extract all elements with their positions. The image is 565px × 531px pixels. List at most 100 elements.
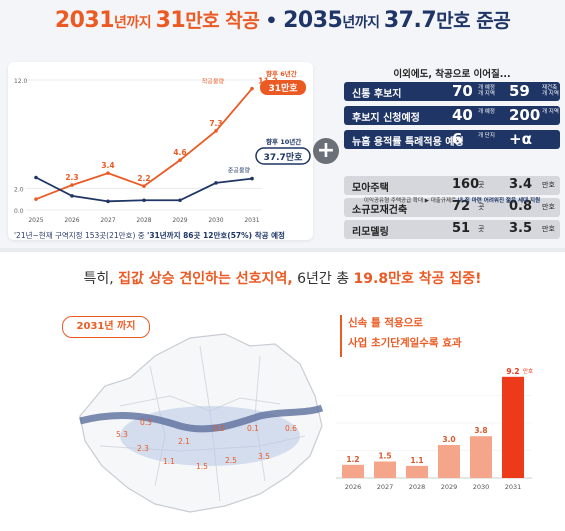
bar-category-label: 2030 [473, 483, 490, 491]
series-point [34, 197, 38, 201]
plus-icon: + [313, 138, 339, 164]
series-point [70, 194, 74, 198]
row-v2: 3.4 [509, 177, 533, 192]
series-point [178, 158, 182, 162]
data-row: 리모델링 51 곳 3.5 만호 [344, 220, 560, 239]
bar-value-label: 9.2 [506, 367, 519, 376]
bar [438, 445, 460, 478]
row-lab: 뉴홈 용적률 특례적용 예정 [352, 137, 464, 148]
series-name-1: 준공물량 [228, 168, 251, 175]
map-label: 0.3 [140, 418, 152, 427]
map-label: 0.1 [247, 424, 259, 433]
han-river [79, 404, 324, 433]
x-tick-label: 2029 [172, 217, 187, 224]
h2-d: 19.8만호 착공 집중! [353, 271, 482, 287]
headline-comp-value: 37.7 [383, 8, 437, 33]
x-tick-label: 2028 [136, 217, 151, 224]
headline: 2031년까지 31만호 착공 • 2035년까지 37.7만호 준공 [0, 6, 565, 33]
row-u1: 곳 [478, 181, 485, 189]
row-u2: 만호 [542, 203, 555, 211]
right-panel-header: 이외에도, 착공으로 이어질... [393, 69, 511, 80]
x-tick-label: 2031 [244, 217, 259, 224]
row-lab: 신통 후보지 [352, 89, 402, 100]
row-v2: 59 [509, 82, 530, 100]
row-v2: +α [509, 130, 532, 148]
series-name-0: 착공물량 [202, 78, 225, 86]
bar-chart: 1.2 2026 1.5 2027 1.1 2028 3.0 2029 3.8 2030 9.2 20… [336, 367, 533, 491]
x-tick-label: 2025 [28, 217, 43, 224]
series-point [214, 181, 218, 185]
series-point [214, 129, 218, 133]
data-row: 모아주택 160 곳 3.4 만호 [344, 176, 560, 195]
map-label: 1.1 [163, 457, 175, 466]
headline-start-value: 31 [155, 8, 186, 33]
map-tag: 2031년 까지 [62, 316, 150, 338]
row-u1: 개 예정 [478, 109, 495, 115]
series-point [250, 86, 254, 91]
annotation-line1: 신속 틀 적용으로 [348, 317, 423, 329]
h2-c: 6년간 총 [292, 271, 354, 287]
row-lab: 소규모재건축 [352, 205, 408, 216]
y-tick-label: 2.0 [14, 186, 24, 193]
row-v2: 3.5 [509, 221, 533, 236]
right-panel-note: 이익공유형 주택공급 확대 ▶ 대출규제로 내 집 마련 어려워진 젊은 세대 … [344, 196, 560, 204]
bar-value-label: 1.1 [410, 456, 423, 465]
row-u1: 개 예정 개 지역 [478, 85, 495, 97]
top-panel: 2031년까지 31만호 착공 • 2035년까지 37.7만호 준공 0.0 2… [0, 0, 565, 248]
callout-comp-label: 향후 10년간 [266, 137, 301, 146]
row-v2: 200 [509, 106, 541, 124]
map-label: 2.3 [137, 444, 149, 453]
row-v1: 51 [452, 221, 471, 236]
note-b: 내 집 마련 어려워진 젊은 세대 지원 [457, 198, 541, 204]
data-label: 3.4 [101, 161, 114, 170]
data-row: 신통 후보지 70 개 예정 개 지역 59 재건축 개 지역 [344, 82, 560, 101]
bar-value-label: 3.8 [474, 426, 487, 435]
data-label: 4.6 [173, 148, 186, 157]
map-label: 3.5 [258, 452, 270, 461]
bar-value-label: 1.5 [378, 452, 391, 461]
series-point [34, 175, 38, 180]
map-label: 2.1 [178, 437, 190, 446]
bar [502, 376, 524, 478]
x-tick-label: 2027 [100, 217, 115, 224]
callout-start-value: 31만호 [268, 82, 298, 94]
bar [470, 436, 492, 478]
series-point [250, 176, 254, 181]
bar-category-label: 2031 [505, 483, 522, 491]
bar-category-label: 2029 [441, 483, 458, 491]
headline-text: 년까지 [114, 15, 156, 31]
bar [406, 465, 428, 478]
row-v1: 6 [452, 130, 463, 148]
callout-start-pill [260, 80, 306, 95]
bar-value-label: 3.0 [442, 435, 455, 444]
annotation-line2: 사업 초기단계일수록 효과 [348, 337, 462, 349]
series-point [142, 184, 146, 188]
row-lab: 모아주택 [352, 183, 389, 194]
callout-comp-pill [255, 147, 311, 165]
h2-b: 집값 상승 견인하는 선호지역, [118, 271, 293, 287]
series-point [106, 199, 110, 204]
line-chart-card: 0.0 2.0 12.0 2025 2026 2027 2028 2029 2030 2031 2.… [8, 62, 313, 240]
headline-comp-unit: 만호 준공 [436, 10, 511, 32]
right-panel: 이외에도, 착공으로 이어질... 신통 후보지 70 개 예정 개 지역 59 재건축… [344, 62, 560, 240]
row-v1: 72 [452, 199, 471, 214]
headline-year-comp: 2035 [283, 8, 343, 33]
seoul-map [79, 333, 324, 513]
annotation: 신속 틀 적용으로 사업 초기단계일수록 효과 [340, 315, 507, 357]
row-v2: 0.8 [509, 199, 533, 214]
map-label: 0.5 [213, 424, 225, 433]
map-label: 0.6 [285, 424, 297, 433]
bar-value-label: 1.2 [346, 455, 359, 464]
bar [374, 461, 396, 478]
series-point [178, 198, 182, 203]
callout-start-label: 향후 6년간 [266, 69, 297, 78]
y-tick-label: 12.0 [14, 78, 28, 85]
row-v1: 40 [452, 106, 473, 124]
row-lab: 리모델링 [352, 227, 389, 238]
x-tick-label: 2026 [64, 217, 79, 224]
headline-text: 년까지 [342, 15, 384, 31]
row-v1: 70 [452, 82, 473, 100]
data-label: 2.2 [137, 174, 150, 183]
row-u1: 곳 [478, 203, 485, 211]
x-tick-label: 2030 [208, 217, 223, 224]
